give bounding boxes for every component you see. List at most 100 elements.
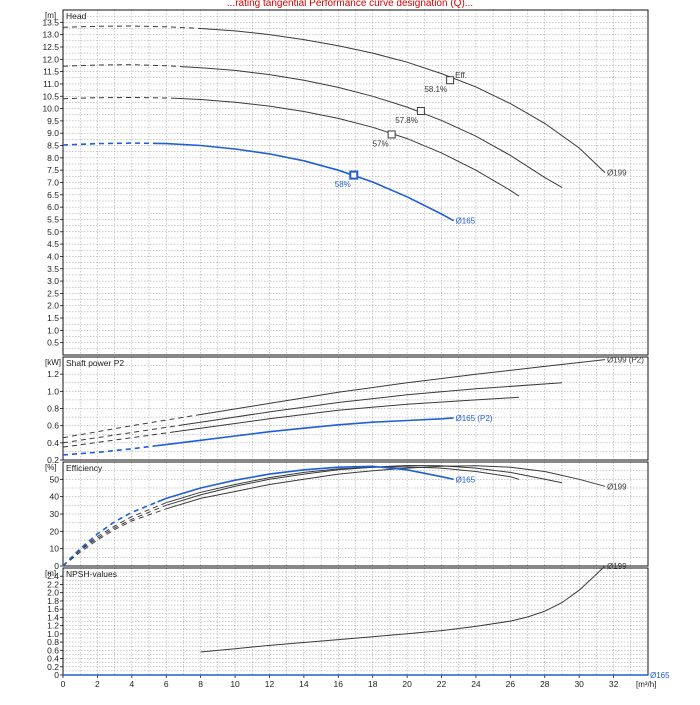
series-layer bbox=[62, 25, 648, 676]
series-line bbox=[183, 382, 563, 426]
y-tick-label: 0.6 bbox=[47, 645, 59, 655]
x-tick-label: 32 bbox=[609, 679, 619, 689]
x-tick-label: 0 bbox=[61, 679, 66, 689]
series-line bbox=[166, 466, 520, 504]
y-tick-label: 2.2 bbox=[47, 579, 59, 589]
y-tick-label: 11.0 bbox=[43, 79, 59, 89]
y-tick-label: 0.4 bbox=[47, 438, 59, 448]
x-tick-label: 28 bbox=[540, 679, 550, 689]
y-tick-label: 8.5 bbox=[47, 141, 59, 151]
grid-layer bbox=[62, 9, 649, 676]
y-tick-label: 12.5 bbox=[42, 42, 59, 52]
y-tick-label: 1.0 bbox=[47, 629, 59, 639]
y-tick-label: 1.8 bbox=[47, 596, 59, 606]
y-tick-label: 40 bbox=[50, 492, 60, 502]
series-line-dashed bbox=[62, 25, 201, 29]
y-tick-label: 10.0 bbox=[42, 104, 59, 114]
y-tick-label: 6.5 bbox=[47, 190, 59, 200]
series-label: Ø165 bbox=[456, 217, 476, 226]
x-tick-label: 2 bbox=[95, 679, 100, 689]
y-tick-label: 2.5 bbox=[47, 288, 59, 298]
series-line-dashed bbox=[62, 501, 158, 567]
x-tick-label: 14 bbox=[299, 679, 309, 689]
y-tick-label: 30 bbox=[50, 509, 60, 519]
efficiency-marker bbox=[349, 170, 359, 180]
y-tick-label: 1.2 bbox=[47, 369, 59, 379]
y-unit-label: [m] bbox=[45, 11, 56, 20]
efficiency-marker bbox=[416, 107, 425, 116]
y-tick-label: 0.8 bbox=[47, 637, 59, 647]
series-line bbox=[183, 66, 563, 188]
axes-layer bbox=[60, 9, 649, 678]
y-tick-label: 2.4 bbox=[47, 571, 59, 581]
y-tick-label: 1.0 bbox=[47, 386, 59, 396]
y-tick-label: 20 bbox=[50, 526, 60, 536]
series-line bbox=[157, 417, 454, 447]
series-label: Ø165 bbox=[456, 475, 476, 484]
markers-layer bbox=[349, 76, 455, 180]
series-line bbox=[157, 465, 454, 503]
y-tick-label: 2.0 bbox=[47, 588, 59, 598]
x-tick-label: 24 bbox=[471, 679, 481, 689]
panel-title: Shaft power P2 bbox=[66, 358, 124, 368]
series-line bbox=[200, 359, 606, 415]
y-unit-label: [%] bbox=[45, 463, 57, 472]
y-tick-label: 4.0 bbox=[47, 251, 59, 261]
series-line-dashed bbox=[62, 444, 158, 456]
x-tick-label: 6 bbox=[164, 679, 169, 689]
series-line bbox=[174, 97, 520, 197]
y-tick-label: 6.0 bbox=[47, 202, 59, 212]
x-tick-label: 20 bbox=[402, 679, 412, 689]
series-line bbox=[200, 565, 606, 653]
series-line bbox=[174, 396, 520, 433]
y-unit-label: [kW] bbox=[45, 358, 61, 367]
y-unit-label: [m] bbox=[45, 569, 56, 578]
y-tick-label: 9.0 bbox=[47, 128, 59, 138]
y-tick-label: 4.5 bbox=[47, 239, 59, 249]
y-tick-label: 2.0 bbox=[47, 301, 59, 311]
y-tick-label: 7.0 bbox=[47, 178, 59, 188]
y-tick-label: 5.0 bbox=[47, 227, 59, 237]
y-tick-label: 1.2 bbox=[47, 621, 59, 631]
series-line bbox=[157, 142, 454, 222]
series-line-dashed bbox=[62, 64, 184, 68]
x-tick-label: 8 bbox=[198, 679, 203, 689]
series-label: Ø199 bbox=[607, 482, 627, 491]
efficiency-label: 57.8% bbox=[395, 116, 418, 125]
y-tick-label: 0.2 bbox=[47, 662, 59, 672]
y-tick-label: 50 bbox=[50, 474, 60, 484]
efficiency-extra-label: Eff. bbox=[455, 71, 467, 80]
y-tick-label: 0.4 bbox=[47, 654, 59, 664]
y-tick-label: 1.5 bbox=[47, 313, 59, 323]
y-tick-label: 1.6 bbox=[47, 604, 59, 614]
y-tick-label: 9.5 bbox=[47, 116, 59, 126]
y-tick-label: 13.5 bbox=[42, 17, 59, 27]
series-line-dashed bbox=[62, 142, 158, 146]
y-tick-label: 11.5 bbox=[43, 67, 59, 77]
x-tick-label: 30 bbox=[574, 679, 584, 689]
series-label: Ø199 bbox=[607, 562, 627, 571]
chart-heading: ...rating tangential Performance curve d… bbox=[227, 0, 473, 9]
x-unit-label: [m³/h] bbox=[636, 680, 656, 689]
y-tick-label: 8.0 bbox=[47, 153, 59, 163]
series-label: Ø165 bbox=[650, 671, 670, 680]
panel-title: Head bbox=[66, 11, 87, 21]
efficiency-label: 57% bbox=[373, 139, 389, 148]
y-tick-label: 1.4 bbox=[47, 612, 59, 622]
y-tick-label: 0 bbox=[54, 670, 59, 680]
labels-layer: 0.5 1.0 1.5 2.0 2.5 3.0 3.5 4.0 4.5 5.0 5.5 6.0 6.5 7… bbox=[42, 11, 670, 689]
y-tick-label: 7.5 bbox=[47, 165, 59, 175]
y-tick-label: 3.0 bbox=[47, 276, 59, 286]
series-line-dashed bbox=[62, 504, 167, 567]
y-tick-label: 3.5 bbox=[47, 264, 59, 274]
panel-title: Efficiency bbox=[66, 463, 103, 473]
y-tick-label: 0.2 bbox=[47, 455, 59, 465]
y-tick-label: 0.8 bbox=[47, 404, 59, 414]
y-tick-label: 0 bbox=[54, 561, 59, 571]
x-tick-label: 12 bbox=[265, 679, 275, 689]
efficiency-label: 58.1% bbox=[424, 85, 447, 94]
series-line-dashed bbox=[62, 508, 167, 567]
series-line bbox=[166, 465, 606, 510]
x-tick-label: 22 bbox=[437, 679, 447, 689]
